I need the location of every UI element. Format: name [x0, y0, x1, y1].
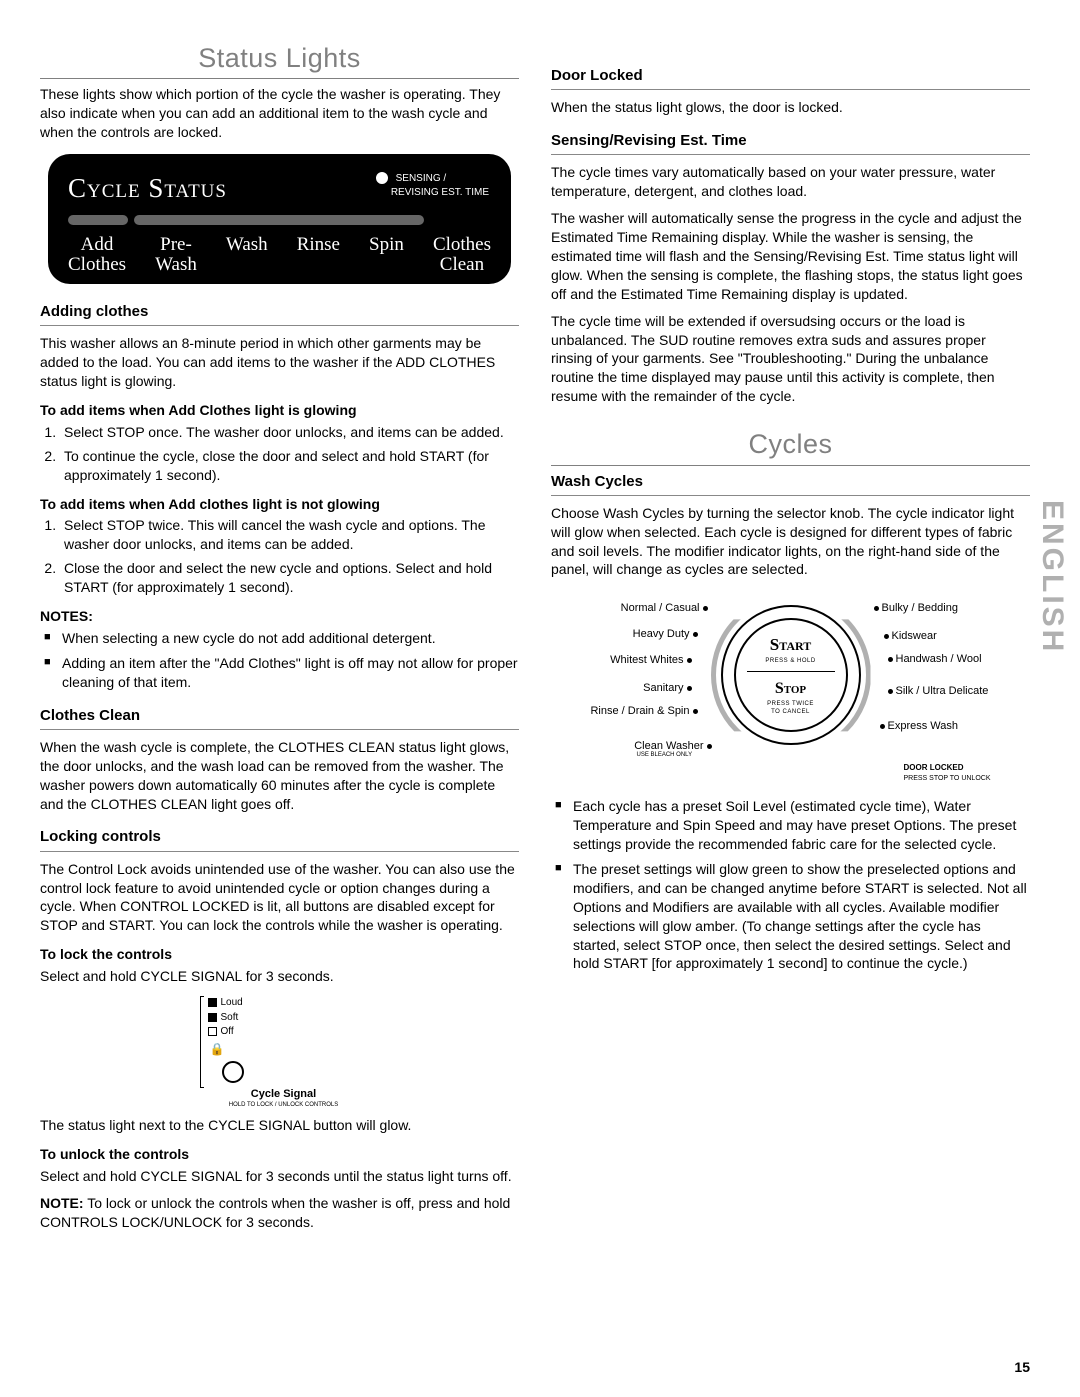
sensing-line2: REVISING EST. TIME: [391, 186, 489, 200]
left-column: Status Lights These lights show which po…: [40, 40, 519, 1239]
lock-icon: 🔒: [210, 1041, 360, 1057]
cycles-dial-diagram: Start PRESS & HOLD Stop PRESS TWICE TO C…: [581, 587, 1001, 787]
door-locked-text: When the status light glows, the door is…: [551, 98, 1030, 117]
add-not-glowing-heading: To add items when Add clothes light is n…: [40, 495, 519, 514]
lbl-spin: Spin: [369, 235, 404, 277]
right-column: Door Locked When the status light glows,…: [551, 40, 1030, 1239]
cycle-signal-label: Cycle Signal: [208, 1087, 360, 1102]
lock-note: NOTE: To lock or unlock the controls whe…: [40, 1194, 519, 1232]
list-item: To continue the cycle, close the door an…: [60, 447, 519, 485]
sensing-p2: The washer will automatically sense the …: [551, 209, 1030, 303]
notes-list: When selecting a new cycle do not add ad…: [40, 629, 519, 692]
cycles-bullets: Each cycle has a preset Soil Level (esti…: [551, 797, 1030, 973]
to-unlock-text: Select and hold CYCLE SIGNAL for 3 secon…: [40, 1167, 519, 1186]
progress-bars: [68, 215, 491, 225]
page-content: Status Lights These lights show which po…: [0, 0, 1080, 1269]
door-locked-heading: Door Locked: [551, 66, 1030, 90]
list-item: Each cycle has a preset Soil Level (esti…: [551, 797, 1030, 854]
list-item: The preset settings will glow green to s…: [551, 860, 1030, 973]
page-number: 15: [1014, 1358, 1030, 1377]
clothes-clean-text: When the wash cycle is complete, the CLO…: [40, 738, 519, 814]
locking-controls-heading: Locking controls: [40, 827, 519, 851]
language-side-label: ENGLISH: [1032, 500, 1073, 654]
dial-bulky-bedding: Bulky / Bedding: [871, 601, 958, 616]
dial-handwash-wool: Handwash / Wool: [885, 653, 982, 665]
list-item: Select STOP twice. This will cancel the …: [60, 516, 519, 554]
lbl-add-clothes: AddClothes: [68, 235, 126, 277]
dial-knob-icon: Start PRESS & HOLD Stop PRESS TWICE TO C…: [734, 618, 848, 732]
cycle-status-panel: Cycle Status SENSING / REVISING EST. TIM…: [48, 154, 511, 284]
dial-divider-icon: [747, 671, 835, 672]
sensing-heading: Sensing/Revising Est. Time: [551, 131, 1030, 155]
cycle-signal-diagram: Loud Soft Off 🔒 Cycle Signal HOLD TO LOC…: [200, 996, 360, 1106]
dial-silk-delicate: Silk / Ultra Delicate: [885, 685, 989, 697]
cycles-heading: Cycles: [551, 426, 1030, 465]
status-lights-heading: Status Lights: [40, 40, 519, 79]
add-glowing-list: Select STOP once. The washer door unlock…: [40, 423, 519, 485]
lbl-wash: Wash: [226, 235, 268, 277]
dial-kidswear: Kidswear: [881, 629, 937, 644]
lbl-prewash: Pre-Wash: [155, 235, 197, 277]
square-outline-icon: [208, 1027, 217, 1036]
dial-use-bleach-only: USE BLEACH ONLY: [637, 751, 693, 759]
lbl-rinse: Rinse: [297, 235, 340, 277]
add-not-glowing-list: Select STOP twice. This will cancel the …: [40, 516, 519, 597]
dial-sanitary: Sanitary: [643, 681, 694, 696]
dial-normal-casual: Normal / Casual: [621, 601, 711, 616]
dial-rinse-drain: Rinse / Drain & Spin: [590, 705, 700, 717]
list-item: When selecting a new cycle do not add ad…: [40, 629, 519, 648]
dial-heavy-duty: Heavy Duty: [633, 627, 701, 642]
bar-main: [134, 215, 424, 225]
bracket-icon: [200, 996, 204, 1088]
adding-clothes-heading: Adding clothes: [40, 302, 519, 326]
sensing-indicator: SENSING / REVISING EST. TIME: [376, 172, 489, 199]
wash-cycles-heading: Wash Cycles: [551, 472, 1030, 496]
dial-press-twice-label: PRESS TWICE: [767, 700, 814, 708]
notes-heading: NOTES:: [40, 607, 519, 626]
dial-start-label: Start: [770, 634, 811, 657]
square-icon: [208, 1013, 217, 1022]
add-glowing-heading: To add items when Add Clothes light is g…: [40, 401, 519, 420]
off-label: Off: [221, 1025, 234, 1039]
to-lock-heading: To lock the controls: [40, 945, 519, 964]
dial-stop-label: Stop: [775, 678, 806, 700]
list-item: Adding an item after the "Add Clothes" l…: [40, 654, 519, 692]
to-lock-text: Select and hold CYCLE SIGNAL for 3 secon…: [40, 967, 519, 986]
list-item: Select STOP once. The washer door unlock…: [60, 423, 519, 442]
bar-add-clothes: [68, 215, 128, 225]
dial-express-wash: Express Wash: [877, 719, 959, 734]
dial-whitest-whites: Whitest Whites: [610, 653, 694, 668]
square-icon: [208, 998, 217, 1007]
clothes-clean-heading: Clothes Clean: [40, 706, 519, 730]
cycle-signal-button-icon: [222, 1061, 244, 1083]
lbl-clothes-clean: ClothesClean: [433, 235, 491, 277]
dial-to-cancel-label: TO CANCEL: [771, 708, 810, 716]
loud-label: Loud: [221, 996, 243, 1010]
sensing-p1: The cycle times vary automatically based…: [551, 163, 1030, 201]
adding-clothes-text: This washer allows an 8-minute period in…: [40, 334, 519, 391]
sensing-p3: The cycle time will be extended if overs…: [551, 312, 1030, 406]
dial-press-hold-label: PRESS & HOLD: [765, 657, 815, 665]
status-lights-intro: These lights show which portion of the c…: [40, 85, 519, 142]
dial-door-locked-note: DOOR LOCKED PRESS STOP TO UNLOCK: [903, 763, 990, 783]
wash-cycles-text: Choose Wash Cycles by turning the select…: [551, 504, 1030, 580]
to-unlock-heading: To unlock the controls: [40, 1145, 519, 1164]
status-labels-row: AddClothes Pre-Wash Wash Rinse Spin Clot…: [68, 235, 491, 277]
cycle-signal-sublabel: HOLD TO LOCK / UNLOCK CONTROLS: [208, 1102, 360, 1109]
status-light-glow-text: The status light next to the CYCLE SIGNA…: [40, 1116, 519, 1135]
soft-label: Soft: [221, 1011, 239, 1025]
list-item: Close the door and select the new cycle …: [60, 559, 519, 597]
sensing-line1: SENSING /: [396, 173, 447, 184]
locking-controls-text: The Control Lock avoids unintended use o…: [40, 860, 519, 936]
